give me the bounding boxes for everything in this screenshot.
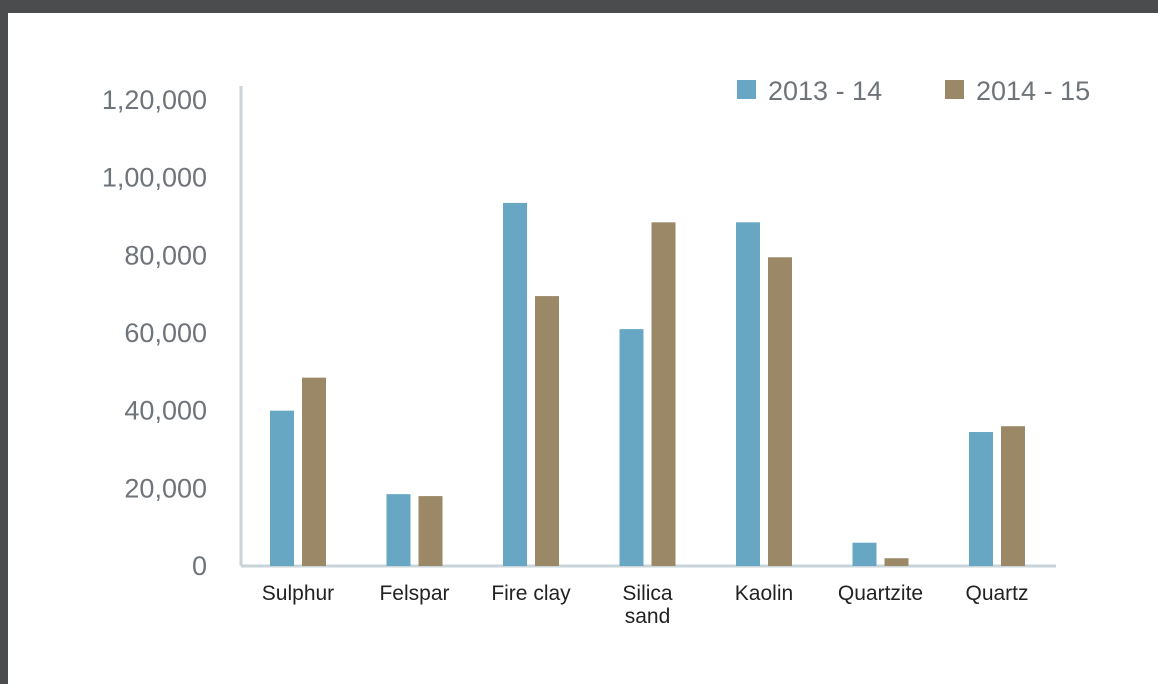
legend-swatch bbox=[737, 80, 756, 99]
legend: 2013 - 14 2014 - 15 bbox=[737, 76, 1090, 106]
x-tick-label: Quartz bbox=[965, 582, 1028, 605]
y-tick-label: 1,00,000 bbox=[102, 163, 207, 193]
x-tick-label: Quartzite bbox=[838, 582, 923, 605]
x-tick-label: Kaolin bbox=[735, 582, 793, 605]
bar-series-2 bbox=[884, 558, 909, 566]
bar-series-1 bbox=[386, 494, 411, 566]
bar-series-2 bbox=[651, 222, 676, 566]
legend-swatch bbox=[945, 80, 964, 99]
bar-series-2 bbox=[418, 496, 443, 566]
bars bbox=[270, 202, 1025, 567]
chart-frame: 0 20,000 40,000 60,000 80,000 1,00,000 1,20,00… bbox=[8, 13, 1158, 684]
x-tick-label: Fire clay bbox=[491, 582, 571, 605]
y-tick-label: 20,000 bbox=[124, 473, 207, 503]
bar-series-1 bbox=[852, 542, 877, 566]
y-axis-tick-labels: 0 20,000 40,000 60,000 80,000 1,00,000 1,20,00… bbox=[102, 85, 207, 581]
bar-series-1 bbox=[619, 329, 644, 566]
y-tick-label: 80,000 bbox=[124, 240, 207, 270]
bar-series-1 bbox=[736, 222, 760, 566]
x-axis-tick-labels: Sulphur Felspar Fire clay Silica sand Kaolin Q… bbox=[262, 582, 1029, 628]
bar-series-2 bbox=[768, 257, 792, 566]
bar-series-1 bbox=[503, 202, 527, 567]
bar-series-2 bbox=[535, 296, 559, 566]
bar-series-1 bbox=[270, 410, 294, 566]
legend-label: 2014 - 15 bbox=[976, 76, 1090, 106]
bar-series-1 bbox=[969, 432, 993, 566]
bar-series-2 bbox=[302, 377, 326, 566]
legend-label: 2013 - 14 bbox=[768, 76, 882, 106]
y-tick-label: 40,000 bbox=[124, 396, 207, 426]
x-tick-label: Felspar bbox=[379, 582, 449, 605]
y-tick-label: 0 bbox=[192, 551, 207, 581]
x-tick-label: Sulphur bbox=[262, 582, 334, 605]
bar-chart: 0 20,000 40,000 60,000 80,000 1,00,000 1,20,00… bbox=[102, 76, 1090, 628]
bar-series-2 bbox=[1001, 426, 1025, 566]
y-tick-label: 60,000 bbox=[124, 318, 207, 348]
x-tick-label: Silica sand bbox=[622, 582, 673, 628]
y-tick-label: 1,20,000 bbox=[102, 85, 207, 115]
